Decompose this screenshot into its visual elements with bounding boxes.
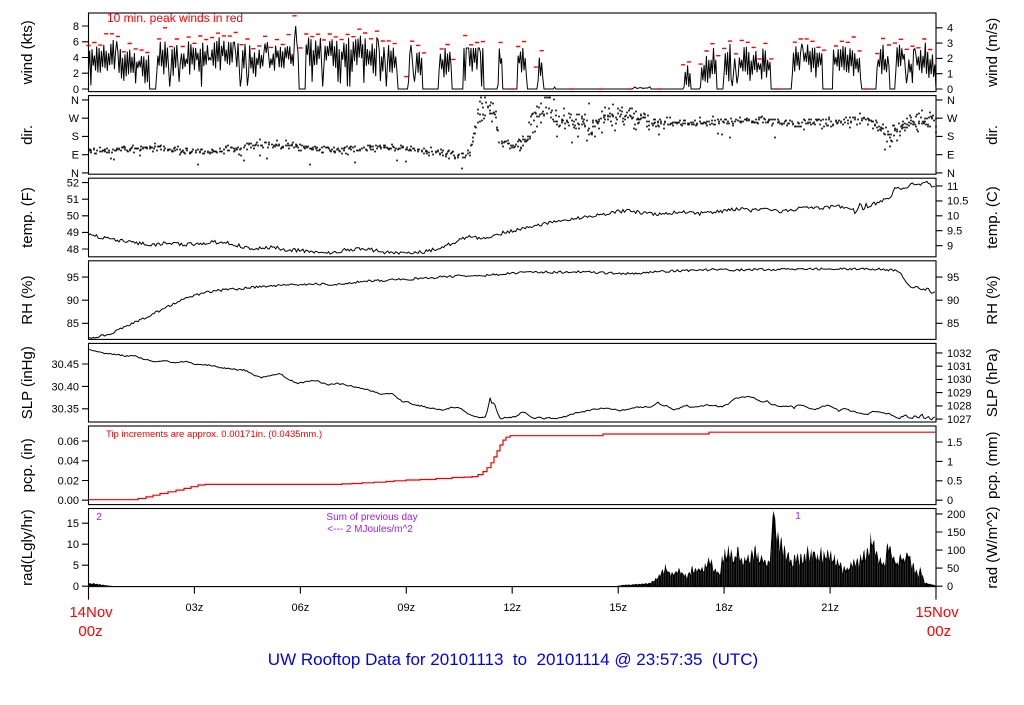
svg-text:wind (m/s): wind (m/s)	[984, 18, 1001, 88]
svg-text:pcp. (mm): pcp. (mm)	[984, 432, 1001, 500]
svg-text:5: 5	[73, 560, 79, 572]
svg-text:SLP (inHg): SLP (inHg)	[19, 346, 36, 419]
svg-text:dir.: dir.	[984, 125, 1001, 145]
svg-text:09z: 09z	[397, 602, 415, 614]
svg-text:2: 2	[73, 68, 79, 80]
svg-text:1030: 1030	[947, 374, 971, 386]
svg-text:4: 4	[947, 23, 953, 35]
svg-text:N: N	[71, 168, 79, 180]
svg-text:03z: 03z	[186, 602, 204, 614]
svg-text:10: 10	[947, 211, 959, 223]
svg-text:50: 50	[67, 211, 79, 223]
svg-text:1: 1	[947, 69, 953, 81]
svg-text:30.45: 30.45	[51, 359, 79, 371]
svg-text:11: 11	[947, 181, 958, 193]
svg-text:<--- 2 MJoules/m^2: <--- 2 MJoules/m^2	[327, 524, 413, 535]
svg-text:14Nov: 14Nov	[69, 604, 113, 621]
svg-text:rad(Lgly/hr): rad(Lgly/hr)	[19, 509, 36, 586]
svg-text:0: 0	[947, 495, 953, 507]
svg-text:3: 3	[947, 38, 953, 50]
svg-text:1028: 1028	[947, 401, 971, 413]
svg-text:Sum of previous day: Sum of previous day	[326, 512, 417, 523]
svg-text:100: 100	[947, 545, 965, 557]
svg-text:Tip increments are approx. 0.0: Tip increments are approx. 0.00171in. (0…	[106, 429, 322, 440]
svg-text:N: N	[71, 95, 79, 107]
svg-text:1031: 1031	[947, 361, 971, 373]
svg-text:49: 49	[67, 227, 79, 239]
svg-text:0.04: 0.04	[58, 456, 79, 468]
svg-text:50: 50	[947, 563, 959, 575]
svg-text:51: 51	[67, 194, 79, 206]
svg-text:S: S	[947, 131, 954, 143]
svg-text:90: 90	[67, 295, 79, 307]
svg-text:0.06: 0.06	[58, 436, 79, 448]
svg-text:52: 52	[67, 177, 79, 189]
svg-text:rad (W/m^2): rad (W/m^2)	[984, 507, 1001, 589]
svg-text:SLP (hPa): SLP (hPa)	[984, 348, 1001, 417]
svg-text:0.00: 0.00	[58, 495, 79, 507]
svg-text:95: 95	[947, 272, 959, 284]
svg-text:wind (kts): wind (kts)	[19, 20, 36, 85]
svg-text:E: E	[947, 150, 954, 162]
svg-text:0: 0	[947, 581, 953, 593]
svg-text:15z: 15z	[609, 602, 627, 614]
svg-text:temp. (F): temp. (F)	[19, 187, 36, 248]
svg-text:RH (%): RH (%)	[19, 276, 36, 325]
svg-text:1: 1	[947, 456, 953, 468]
svg-text:N: N	[947, 168, 955, 180]
svg-text:0.02: 0.02	[58, 475, 79, 487]
svg-text:00z: 00z	[78, 623, 102, 640]
svg-text:95: 95	[67, 272, 79, 284]
svg-text:9: 9	[947, 241, 953, 253]
svg-text:00z: 00z	[927, 623, 951, 640]
svg-text:4: 4	[73, 52, 79, 64]
svg-text:0: 0	[73, 84, 79, 96]
svg-text:10.5: 10.5	[947, 196, 968, 208]
svg-text:0.5: 0.5	[947, 476, 962, 488]
svg-text:W: W	[69, 113, 80, 125]
svg-text:S: S	[72, 131, 79, 143]
svg-text:8: 8	[73, 21, 79, 33]
svg-text:85: 85	[67, 318, 79, 330]
svg-text:85: 85	[947, 318, 959, 330]
svg-text:48: 48	[67, 244, 79, 256]
svg-text:10: 10	[67, 539, 79, 551]
svg-text:1032: 1032	[947, 348, 971, 360]
svg-text:15Nov: 15Nov	[915, 604, 959, 621]
svg-text:1029: 1029	[947, 388, 971, 400]
svg-text:0: 0	[73, 581, 79, 593]
svg-text:9.5: 9.5	[947, 226, 962, 238]
svg-text:18z: 18z	[715, 602, 733, 614]
svg-text:90: 90	[947, 295, 959, 307]
svg-text:N: N	[947, 95, 955, 107]
svg-text:150: 150	[947, 527, 965, 539]
svg-text:2: 2	[96, 512, 102, 523]
svg-text:dir.: dir.	[19, 125, 36, 145]
svg-text:2: 2	[947, 53, 953, 65]
svg-text:1: 1	[795, 511, 801, 522]
svg-text:RH (%): RH (%)	[984, 276, 1001, 325]
svg-text:pcp. (in): pcp. (in)	[19, 438, 36, 492]
svg-text:1.5: 1.5	[947, 437, 962, 449]
svg-text:30.35: 30.35	[51, 404, 79, 416]
svg-text:15: 15	[67, 518, 79, 530]
svg-text:21z: 21z	[821, 602, 839, 614]
svg-text:1027: 1027	[947, 414, 971, 426]
svg-text:30.40: 30.40	[51, 381, 79, 393]
svg-text:200: 200	[947, 509, 965, 521]
svg-text:W: W	[947, 113, 958, 125]
svg-text:E: E	[72, 150, 79, 162]
svg-text:6: 6	[73, 37, 79, 49]
svg-text:0: 0	[947, 84, 953, 96]
svg-text:12z: 12z	[503, 602, 521, 614]
svg-text:temp. (C): temp. (C)	[984, 186, 1001, 249]
svg-text:06z: 06z	[292, 602, 310, 614]
svg-text:UW Rooftop Data for 20101113: UW Rooftop Data for 20101113 to 20101114…	[268, 650, 758, 669]
svg-text:10 min. peak winds in red: 10 min. peak winds in red	[107, 11, 243, 25]
